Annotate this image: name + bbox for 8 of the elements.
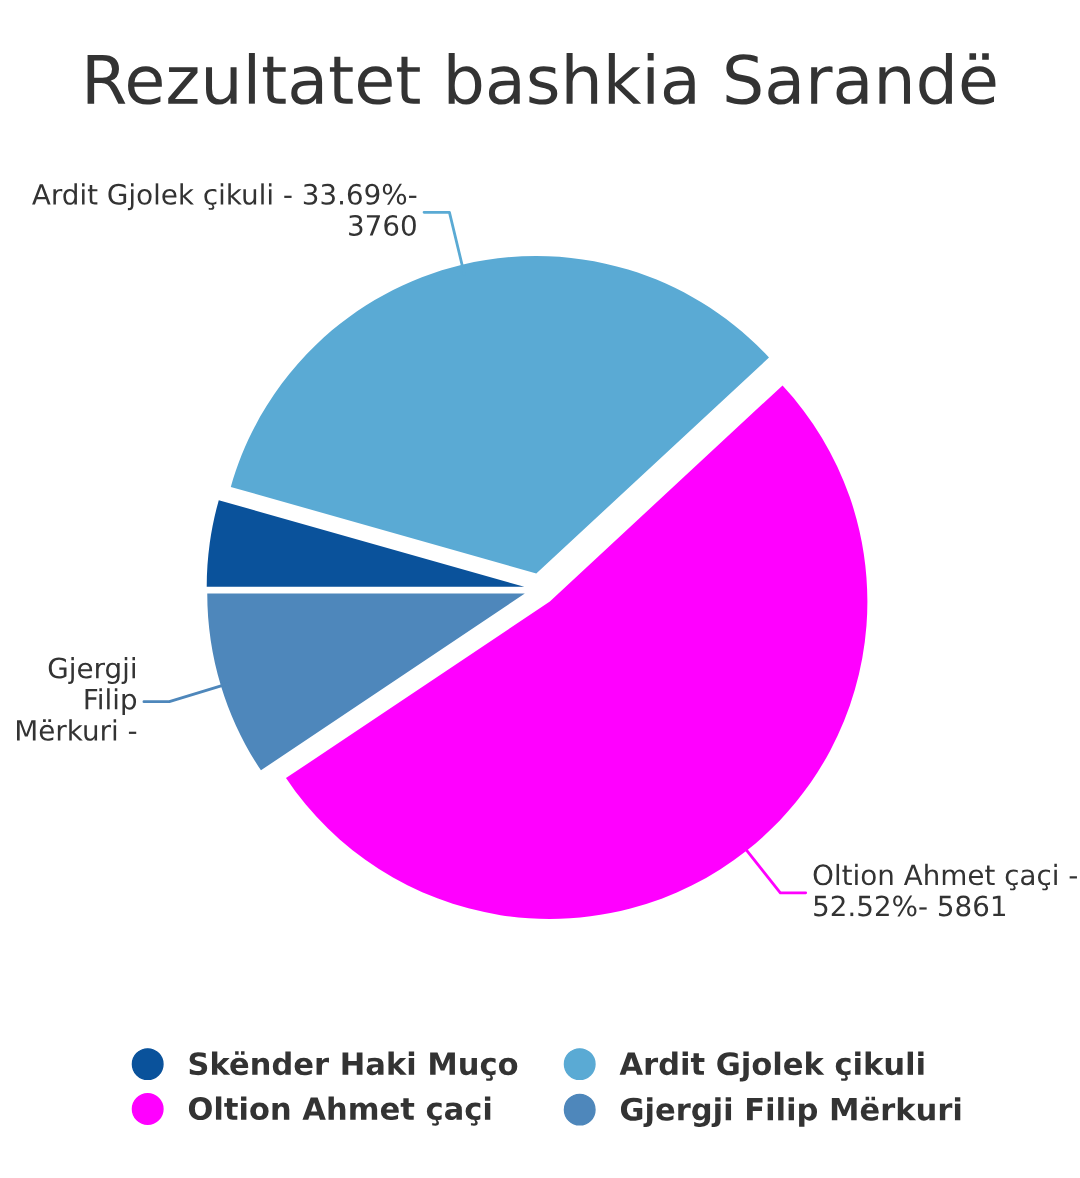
text: Ardit Gjolek çikuli - 33.69%- 3760 [32, 183, 417, 236]
text: Oltion Ahmet çaçi - 52.52%- 5861 [813, 863, 1077, 917]
legend-label: Skënder Haki Muço [189, 1051, 518, 1081]
legend-label: Oltion Ahmet çaçi [188, 1096, 491, 1126]
chart-title: Rezultatet bashkia Sarandë [87, 53, 996, 105]
legend-label: Ardit Gjolek çikuli [619, 1051, 924, 1082]
legend-label: Gjergji Filip Mërkuri [620, 1096, 961, 1127]
text: Gjergji Filip Mërkuri - [17, 657, 137, 741]
